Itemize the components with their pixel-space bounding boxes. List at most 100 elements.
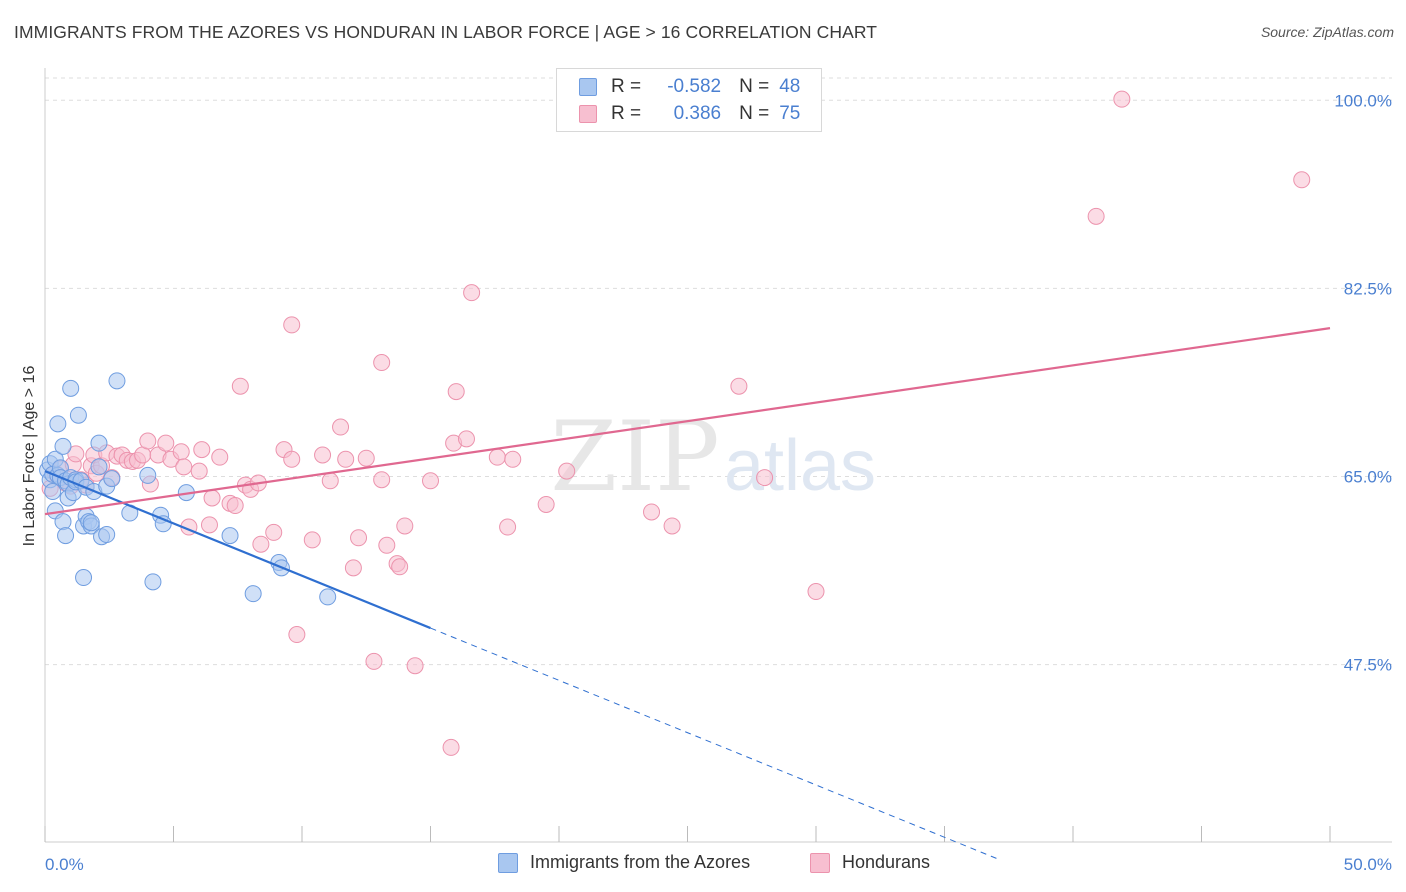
honduran-point [211, 448, 229, 466]
honduran-point [193, 441, 211, 459]
honduran-point [499, 518, 517, 536]
y-tick-label: 100.0% [1334, 91, 1392, 110]
x-tick-label-max: 50.0% [1344, 855, 1392, 874]
honduran-point [200, 516, 218, 534]
honduran-point [442, 738, 460, 756]
tick-labels: 100.0% 82.5% 65.0% 47.5% 0.0% 50.0% [45, 91, 1392, 874]
honduran-point [303, 531, 321, 549]
azores-point [90, 458, 108, 476]
y-tick-label: 65.0% [1344, 468, 1392, 487]
honduran-point [396, 517, 414, 535]
honduran-point [807, 583, 825, 601]
watermark: ZIP atlas [550, 401, 876, 513]
azores-point [62, 379, 80, 397]
azores-legend-swatch [498, 852, 518, 873]
honduran-point [1087, 207, 1105, 225]
honduran-point [350, 529, 368, 547]
honduran-point [314, 446, 332, 464]
watermark-zip: ZIP [550, 401, 719, 513]
honduran-point [365, 652, 383, 670]
honduran-point [175, 458, 193, 476]
legend-row-azores: R = -0.582 N = 48 [579, 75, 800, 99]
honduran-point [67, 445, 85, 463]
azores-point [319, 588, 337, 606]
n-label: N = [739, 76, 770, 97]
legend-row-hondurans: R = 0.386 N = 75 [579, 102, 800, 126]
honduran-point [422, 472, 439, 490]
azores-point [221, 527, 239, 545]
source-label: Source: ZipAtlas.com [1260, 24, 1394, 40]
axes-layer [44, 68, 1392, 843]
azores-point [57, 527, 75, 545]
honduran-point [504, 450, 522, 468]
honduran-point [447, 383, 465, 401]
honduran-point [1293, 171, 1311, 189]
azores-trend-line [44, 470, 431, 630]
azores-point [54, 513, 72, 531]
grid-layer [45, 77, 1392, 666]
honduran-point [463, 284, 481, 302]
honduran-point [203, 489, 221, 507]
azores-point [98, 526, 116, 544]
honduran-point [457, 430, 475, 448]
honduran-point [373, 354, 391, 372]
r-label: R = [611, 76, 642, 97]
honduran-point [406, 657, 424, 675]
hondurans-legend-swatch [810, 852, 830, 873]
hondurans-trend-line [44, 327, 1331, 516]
azores-point [69, 406, 87, 424]
honduran-point [488, 448, 506, 466]
honduran-point [190, 462, 208, 480]
honduran-point [139, 432, 157, 450]
watermark-atlas: atlas [724, 426, 876, 506]
honduran-point [344, 559, 362, 577]
y-axis-label: In Labor Force | Age > 16 [21, 366, 38, 547]
hondurans-n-value: 75 [779, 103, 801, 124]
honduran-point [283, 450, 301, 468]
azores-r-value: -0.582 [667, 76, 722, 97]
azores-legend-label: Immigrants from the Azores [530, 852, 751, 872]
r-label: R = [611, 103, 642, 124]
azores-point [144, 573, 162, 591]
series-legend: Immigrants from the Azores Hondurans [0, 852, 1406, 876]
honduran-point [172, 443, 190, 461]
honduran-point [283, 316, 301, 334]
azores-point [44, 483, 62, 501]
honduran-point [265, 523, 283, 541]
hondurans-r-value: 0.386 [673, 103, 722, 124]
honduran-point [730, 377, 748, 395]
azores-point [49, 415, 67, 433]
honduran-point [537, 495, 555, 513]
hondurans-legend-label: Hondurans [842, 852, 931, 872]
honduran-point [337, 450, 355, 468]
honduran-point [756, 469, 774, 487]
honduran-point [252, 535, 270, 553]
legend-item-azores[interactable]: Immigrants from the Azores [498, 852, 750, 873]
honduran-point [643, 503, 661, 521]
honduran-point [357, 449, 375, 467]
azores-point [82, 514, 100, 532]
series-azores [39, 372, 337, 606]
trend-lines [44, 327, 1331, 861]
azores-point [75, 569, 93, 587]
honduran-point [288, 626, 306, 644]
azores-point [108, 372, 126, 390]
y-tick-label: 47.5% [1344, 656, 1392, 675]
legend-item-hondurans[interactable]: Hondurans [810, 852, 930, 873]
azores-point [244, 585, 262, 603]
honduran-point [226, 497, 244, 515]
chart-title: IMMIGRANTS FROM THE AZORES VS HONDURAN I… [14, 22, 878, 42]
honduran-point [558, 462, 576, 480]
azores-n-value: 48 [779, 76, 801, 97]
x-tick-label-min: 0.0% [45, 855, 84, 874]
y-tick-label: 82.5% [1344, 279, 1392, 298]
honduran-point [663, 517, 681, 535]
honduran-point [1113, 90, 1131, 108]
honduran-point [332, 418, 350, 436]
azores-swatch [579, 78, 597, 96]
honduran-point [231, 377, 249, 395]
honduran-point [378, 536, 396, 554]
honduran-point [373, 471, 391, 489]
honduran-point [391, 558, 409, 576]
